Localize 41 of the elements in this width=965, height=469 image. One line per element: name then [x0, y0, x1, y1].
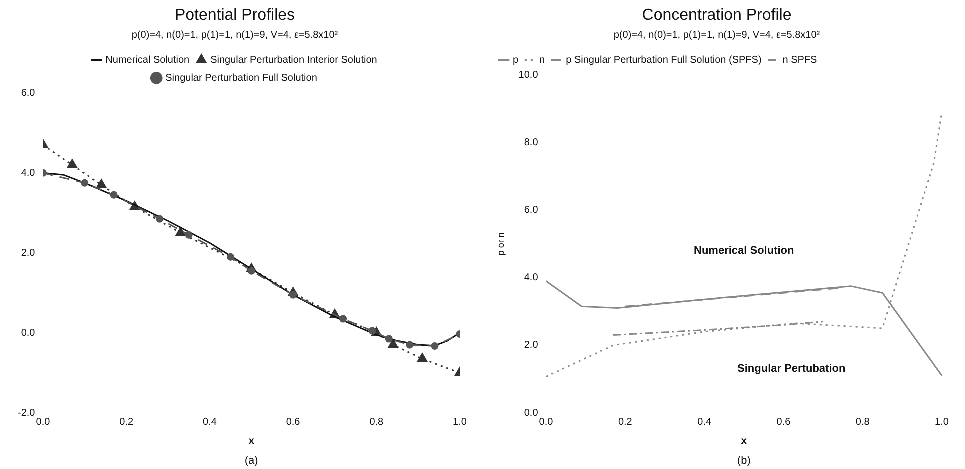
- legend-label: n SPFS: [782, 54, 818, 66]
- x-tick-label: 0.2: [120, 416, 134, 428]
- x-tick-label: 0.2: [618, 416, 633, 428]
- x-axis-title: x: [248, 436, 255, 447]
- x-tick-label: 0.6: [776, 416, 792, 428]
- x-tick-label: 0.4: [698, 416, 712, 428]
- chart-subtitle: p(0)=4, n(0)=1, p(1)=1, n(1)=9, V=4, ε=5.8x10²: [132, 30, 339, 41]
- y-tick-label: -2.0: [18, 408, 36, 419]
- x-tick-label: 0.8: [370, 416, 384, 428]
- x-tick-label: 1.0: [935, 416, 950, 428]
- text: (b): [737, 455, 751, 468]
- y-tick-label: 2.0: [21, 248, 36, 259]
- x-tick-label: 0.6: [286, 416, 301, 428]
- x-axis-title: x: [741, 436, 748, 447]
- legend-label: Singular Perturbation Full Solution: [166, 72, 318, 84]
- legend-label: p: [513, 54, 519, 66]
- y-tick-label: 6.0: [21, 88, 36, 99]
- x-tick-label: 1.0: [453, 416, 468, 428]
- y-tick-label: 8.0: [524, 138, 539, 149]
- annotation: Singular Pertubation: [738, 363, 846, 376]
- y-axis-title: p or n: [496, 232, 506, 256]
- y-tick-label: 10.0: [518, 70, 539, 81]
- chart-subtitle: p(0)=4, n(0)=1, p(1)=1, n(1)=9, V=4, ε=5.8x10²: [614, 30, 821, 41]
- legend-label: p Singular Perturbation Full Solution (SPFS): [566, 54, 762, 66]
- chart-title: Potential Profiles: [174, 7, 296, 24]
- y-tick-label: 2.0: [524, 340, 539, 352]
- x-tick-label: 0.8: [856, 416, 870, 428]
- annotation: Numerical Solution: [694, 244, 795, 257]
- y-tick-label: 4.0: [21, 168, 36, 179]
- y-tick-label: 6.0: [524, 205, 539, 216]
- y-tick-label: 0.0: [524, 408, 539, 419]
- legend-label: Singular Perturbation Interior Solution: [210, 54, 378, 66]
- text: (a): [244, 455, 258, 468]
- chart-title: Concentration Profile: [642, 7, 792, 24]
- x-tick-label: 0.0: [539, 416, 554, 428]
- y-tick-label: 0.0: [21, 328, 36, 339]
- legend-label: n: [540, 54, 546, 66]
- x-tick-label: 0.0: [36, 416, 51, 428]
- x-tick-label: 0.4: [202, 416, 218, 428]
- y-tick-label: 4.0: [524, 272, 539, 284]
- legend-label: Numerical Solution: [106, 54, 190, 66]
